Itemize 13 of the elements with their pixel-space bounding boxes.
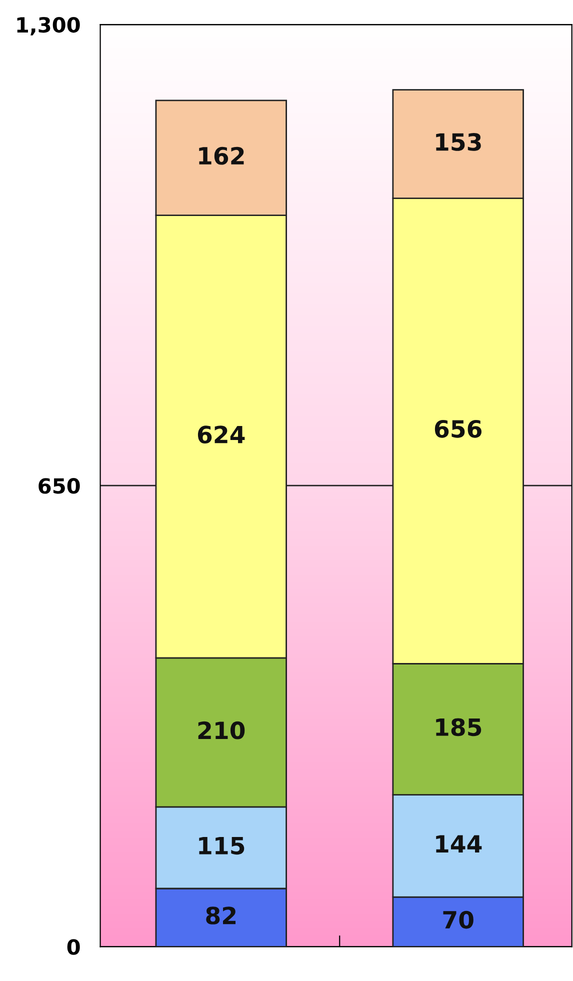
data-label: 144 <box>436 835 482 852</box>
data-label: 210 <box>198 721 245 740</box>
data-label: 656 <box>434 420 482 438</box>
data-label: 82 <box>206 906 236 924</box>
data-label: 153 <box>436 133 481 151</box>
data-label: 624 <box>198 426 245 444</box>
data-label: 162 <box>199 146 244 165</box>
y-tick-label: 1,300 <box>17 16 80 36</box>
y-tick-label: 0 <box>67 939 80 955</box>
data-label: 70 <box>443 910 474 929</box>
y-tick-label: 650 <box>38 478 80 494</box>
data-label: 185 <box>436 718 482 736</box>
data-label: 115 <box>199 837 244 855</box>
